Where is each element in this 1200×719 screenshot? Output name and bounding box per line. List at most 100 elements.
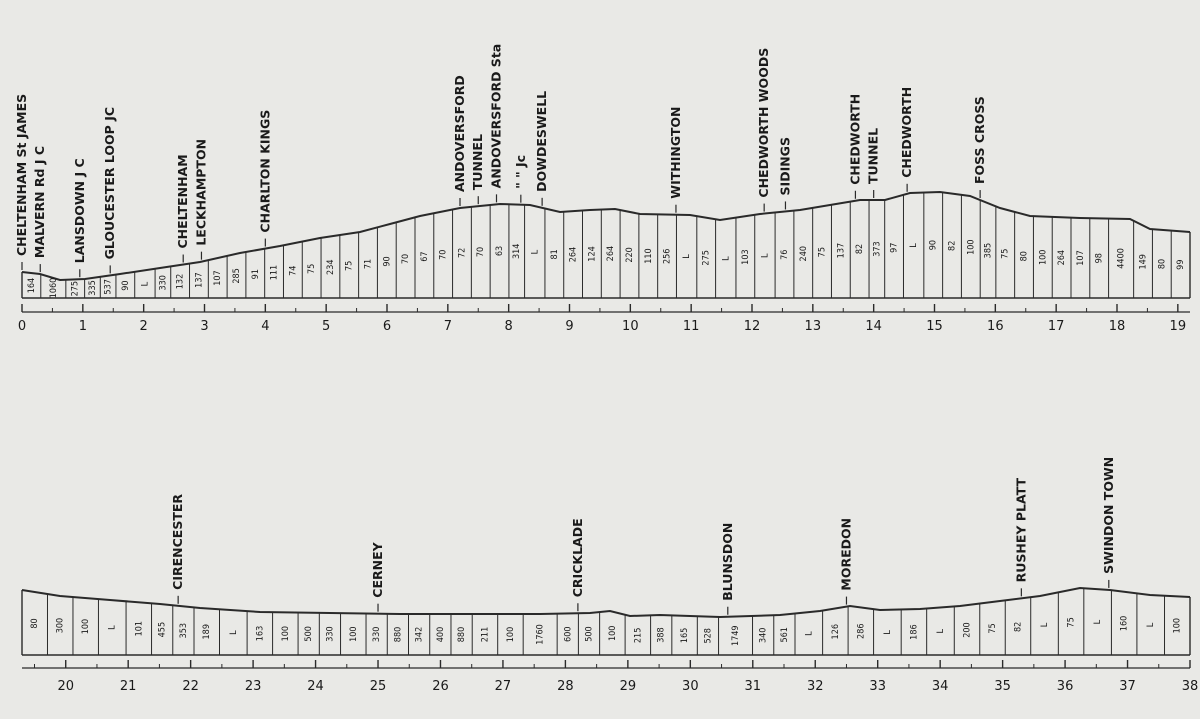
gradient-label: 76 [780,250,790,260]
gradient-label: 330 [325,626,335,641]
gradient-label: 600 [563,626,573,641]
gradient-label: 264 [606,246,616,261]
gradient-label: 70 [476,247,486,257]
gradient-label: 91 [251,269,261,279]
station-label: ANDOVERSFORD [452,75,467,192]
gradient-label: 340 [759,628,769,643]
top-profile: 164 1060 275 335 537 90 L 330 132 137 107 285 91 111 7… [14,44,1191,334]
gradient-label: 75 [988,623,998,633]
gradient-label: 1760 [536,624,546,645]
mile-label: 21 [120,679,137,694]
mile-label: 10 [622,319,639,334]
gradient-label: L [1040,622,1050,627]
gradient-label: 330 [158,275,168,290]
mile-label: 30 [682,679,699,694]
station-label: LANSDOWN J C [72,158,87,263]
gradient-label: 111 [270,265,280,280]
mile-label: 23 [245,679,262,694]
gradient-label: 70 [439,250,449,260]
mile-label: 20 [57,679,74,694]
mile-label: 5 [322,319,330,334]
mile-label: 28 [557,679,574,694]
mile-label: 12 [744,319,761,334]
station-label: CHEDWORTH [847,94,862,185]
gradient-label: 160 [1120,616,1130,631]
station-label: LECKHAMPTON [193,139,208,246]
mile-label: 15 [926,319,943,334]
mile-label: 26 [432,679,449,694]
gradient-label: 256 [663,249,673,264]
gradient-label: 455 [158,622,168,637]
mile-label: 36 [1057,679,1074,694]
gradient-label: L [682,254,692,259]
gradient-label: L [140,281,150,286]
gradient-label: L [1093,619,1103,624]
gradient-label: 286 [856,623,866,638]
station-label: GLOUCESTER LOOP JC [102,107,117,259]
gradient-label: 342 [415,627,425,642]
gradient-label: 81 [550,249,560,259]
station-label: CERNEY [370,541,385,597]
mile-label: 3 [200,319,208,334]
gradient-label: 137 [836,243,846,258]
mile-label: 1 [79,319,87,334]
gradient-label: 220 [625,247,635,262]
gradient-label: 264 [569,247,579,262]
gradient-label: L [936,628,946,633]
station-label: CHEDWORTH [899,87,914,178]
gradient-label: 385 [984,243,994,258]
gradient-label: 285 [232,268,242,283]
gradient-label: 500 [585,626,595,641]
gradient-label: 1060 [49,278,59,299]
gradient-label: 500 [304,626,314,641]
gradient-label: 353 [179,623,189,638]
gradient-label: 82 [855,244,865,254]
gradient-label: 75 [307,264,317,274]
station-label: ANDOVERSFORD Sta [489,44,504,189]
gradient-label: 71 [364,259,374,269]
gradient-label: 107 [213,270,223,285]
mile-label: 16 [987,319,1004,334]
gradient-label: 97 [890,243,900,253]
gradient-label: 388 [657,627,667,642]
gradient-label: 163 [255,626,265,641]
station-label: DOWDESWELL [534,91,549,192]
station-label: MALVERN Rd J C [32,146,47,258]
gradient-label: 100 [1173,618,1183,633]
gradient-label: L [721,256,731,261]
mile-label: 37 [1119,679,1136,694]
gradient-label: 132 [176,274,186,289]
gradient-label: 100 [81,619,91,634]
gradient-label: 82 [1013,622,1023,632]
mile-label: 33 [869,679,886,694]
mile-label: 31 [745,679,762,694]
mile-label: 17 [1048,319,1065,334]
gradient-label: 200 [963,622,973,637]
mile-label: 22 [182,679,199,694]
gradient-label: 100 [1038,250,1048,265]
gradient-label: L [883,630,893,635]
gradient-label: 275 [71,281,81,296]
gradient-label: 880 [393,627,403,642]
mile-label: 19 [1170,319,1187,334]
station-label: " " Jc [513,155,528,189]
gradient-label: 100 [608,626,618,641]
gradient-label: 75 [1067,617,1077,627]
gradient-label: 74 [288,266,298,276]
gradient-label: 63 [495,246,505,256]
station-label: CHARLTON KINGS [257,110,272,233]
mile-label: 13 [805,319,822,334]
gradient-label: 537 [104,279,114,294]
mile-label: 25 [370,679,387,694]
gradient-label: 880 [457,627,467,642]
mile-label: 38 [1182,679,1199,694]
gradient-label: L [530,249,540,254]
gradient-label: 101 [134,621,144,636]
station-label: WITHINGTON [668,107,683,199]
gradient-label: 99 [1176,259,1186,269]
gradient-label: 110 [644,248,654,263]
gradient-label: 314 [512,244,522,259]
gradient-label: L [229,630,239,635]
gradient-label: 67 [420,251,430,261]
